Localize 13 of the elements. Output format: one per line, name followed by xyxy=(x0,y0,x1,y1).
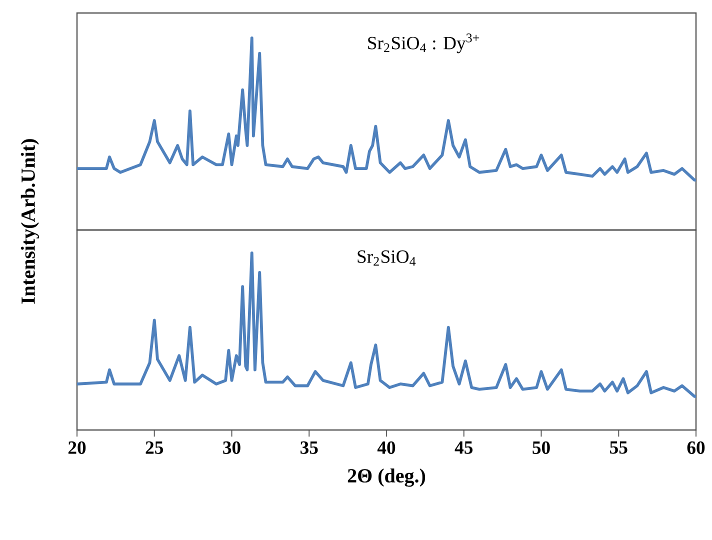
x-tick-label: 55 xyxy=(610,441,628,454)
annotation: Sr$_{2}$SiO$_{4}$ xyxy=(358,250,416,266)
x-tick-label: 45 xyxy=(454,441,473,454)
x-tick-label: 20 xyxy=(68,441,86,454)
annotation: Sr$_{2}$SiO$_{4}$ : Dy$^{3+}$ xyxy=(368,34,480,54)
x-tick-label: 40 xyxy=(377,441,396,454)
x-tick-label: 30 xyxy=(223,441,240,454)
x-axis-title: 2Θ (deg.) xyxy=(348,468,426,487)
y-axis-title: Intensity(Arb.Unit) xyxy=(20,139,40,304)
x-tick-label: 35 xyxy=(300,441,318,454)
x-tick-label: 60 xyxy=(687,441,705,454)
x-tick-label: 25 xyxy=(146,441,164,454)
x-tick-label: 50 xyxy=(532,441,550,454)
